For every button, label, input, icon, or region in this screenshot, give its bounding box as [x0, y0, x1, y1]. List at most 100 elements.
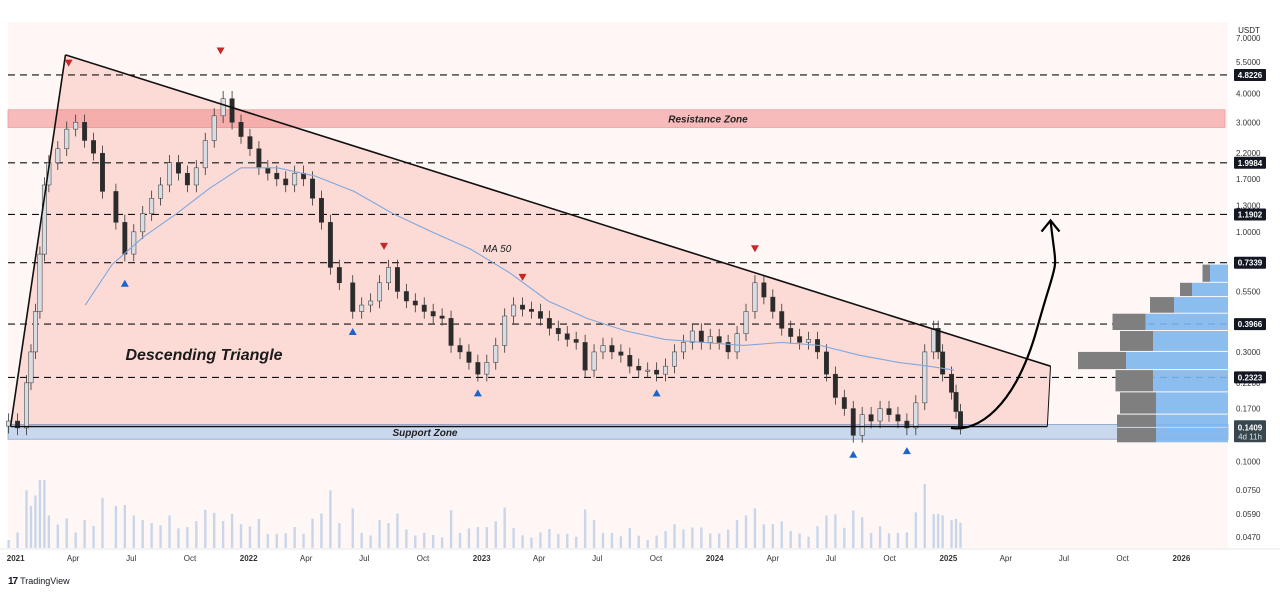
volume-bar [449, 510, 453, 548]
volume-bar [753, 508, 757, 548]
bottom-marker [849, 450, 858, 458]
candle [832, 373, 838, 398]
volume-bar [467, 528, 471, 548]
level-price-label: 0.2323 [1238, 373, 1263, 382]
candle [752, 282, 758, 312]
candle [953, 392, 959, 412]
bottom-marker [652, 389, 661, 397]
volume-bar [186, 527, 189, 548]
volume-bar [92, 525, 95, 548]
volume-bar [275, 533, 278, 548]
candle [247, 136, 253, 150]
volume-bar [860, 517, 864, 548]
candle [850, 408, 856, 436]
current-price-badge [1234, 420, 1266, 443]
pattern-label: Descending Triangle [125, 347, 282, 364]
candle [806, 339, 812, 343]
bottom-marker [120, 279, 129, 287]
volume-bar [284, 533, 287, 548]
x-tick-label: Oct [1116, 554, 1129, 563]
candle [680, 342, 686, 353]
candle [33, 311, 38, 353]
volume-bar [141, 519, 144, 548]
candle [336, 267, 342, 284]
volume-bar [914, 512, 918, 548]
candle [931, 328, 937, 353]
x-tick-label: 2025 [939, 554, 957, 563]
x-tick-label: 2022 [240, 554, 258, 563]
candle [15, 420, 21, 429]
y-tick-label: 0.3000 [1236, 348, 1261, 357]
price-axis[interactable] [1232, 0, 1280, 566]
x-tick-label: Jul [1059, 554, 1069, 563]
candle [654, 369, 660, 375]
volume-bar [637, 535, 640, 548]
level-price-badge [1234, 256, 1266, 269]
candle [761, 282, 767, 298]
level-price-badge [1234, 318, 1266, 331]
candle [28, 351, 34, 384]
volume-bar [177, 528, 180, 548]
volume-bar [65, 518, 68, 548]
candle [636, 365, 642, 371]
volume-bar [762, 524, 766, 548]
ma-label: MA 50 [483, 244, 512, 255]
candle [770, 296, 776, 312]
volume-bar [735, 519, 739, 548]
y-tick-label: 5.5000 [1236, 58, 1261, 67]
volume-bar [123, 504, 127, 548]
candle [359, 304, 365, 312]
tradingview-footer: 17 TradingView [8, 574, 70, 588]
y-tick-label: 0.1700 [1236, 405, 1261, 414]
y-tick-label: 7.0000 [1236, 34, 1261, 43]
volume-bar [503, 507, 506, 548]
candle [841, 397, 847, 409]
candle [211, 115, 217, 141]
candle [475, 362, 481, 375]
volume-bar [47, 515, 51, 548]
x-tick-label: Oct [184, 554, 197, 563]
x-tick-label: Apr [300, 554, 313, 563]
volume-bar [843, 527, 846, 548]
volume-bar [25, 490, 28, 548]
candle [394, 267, 400, 292]
level-price-label: 1.1902 [1238, 210, 1263, 219]
volume-bar [628, 527, 632, 548]
candle [184, 172, 190, 186]
candle [618, 351, 624, 356]
candle [448, 318, 454, 346]
x-tick-label: 2021 [7, 554, 25, 563]
volume-bar [396, 513, 399, 548]
x-tick-label: Oct [417, 554, 430, 563]
candle [229, 98, 235, 123]
volume-bar [646, 540, 649, 548]
profile-bar-buy [1145, 313, 1228, 331]
volume-bar [405, 529, 408, 548]
candle [895, 414, 901, 422]
tradingview-brand: TradingView [20, 576, 70, 586]
candle [256, 148, 262, 169]
y-tick-label: 0.5500 [1236, 287, 1261, 296]
volume-bar [195, 521, 198, 548]
candle [55, 148, 61, 163]
candle [466, 351, 472, 363]
candle [546, 318, 552, 329]
candle [421, 304, 427, 312]
candle [949, 373, 955, 393]
volume-bar [959, 522, 962, 548]
support-zone-label: Support Zone [393, 428, 458, 439]
top-marker [64, 59, 73, 67]
volume-bar [320, 513, 323, 548]
candle-countdown: 4d 11h [1238, 432, 1262, 441]
level-price-label: 0.7339 [1238, 259, 1263, 268]
candle [725, 342, 731, 353]
candle [82, 122, 88, 141]
x-tick-label: Oct [883, 554, 896, 563]
candle [113, 191, 119, 223]
candle [377, 282, 383, 302]
profile-bar-sell [1117, 414, 1156, 427]
profile-bar-buy [1126, 351, 1228, 370]
candle [797, 336, 803, 343]
